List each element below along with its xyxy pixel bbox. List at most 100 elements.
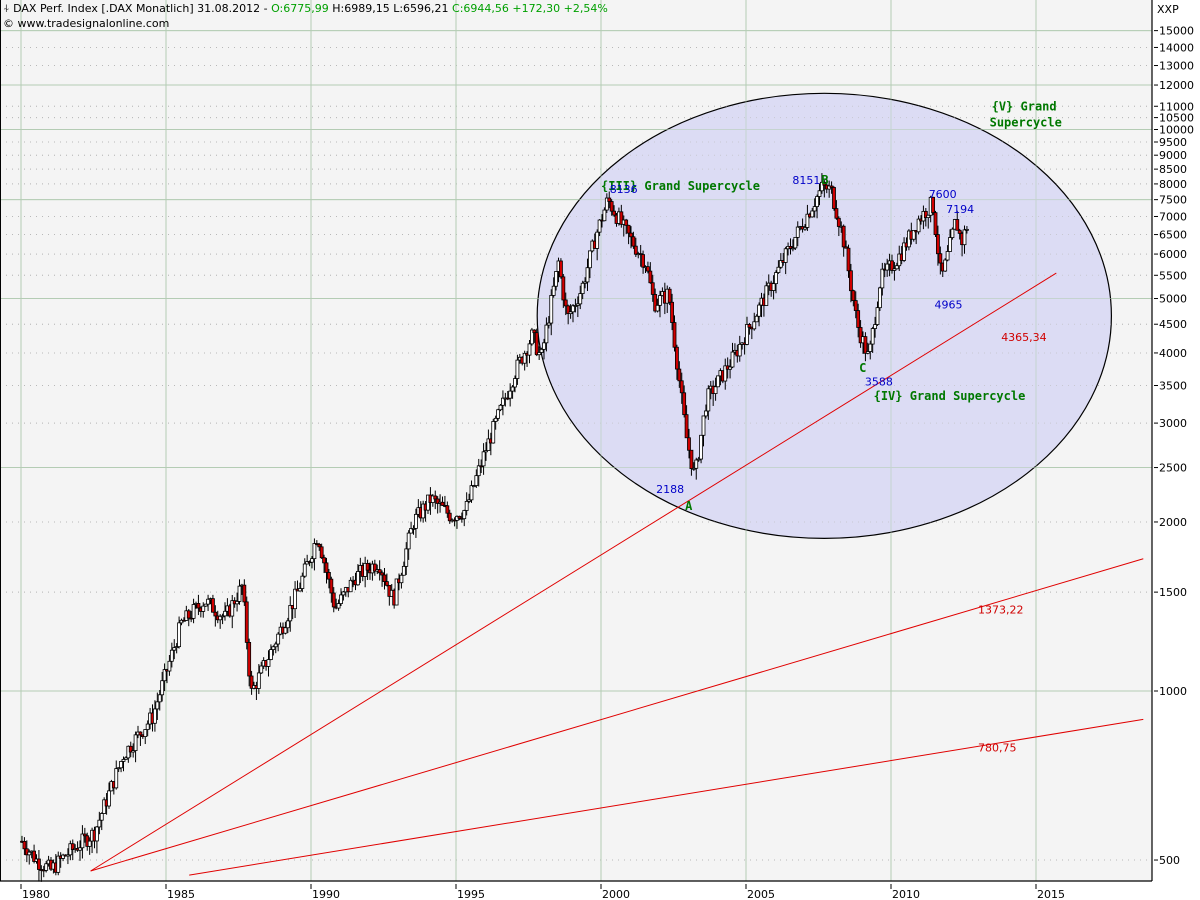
candle-up bbox=[256, 672, 261, 689]
candle-up bbox=[575, 303, 580, 306]
candle-up bbox=[704, 410, 708, 417]
candle-up bbox=[771, 283, 776, 291]
candle-down bbox=[457, 515, 462, 519]
candle-down bbox=[646, 266, 650, 272]
candle-down bbox=[936, 234, 940, 255]
candle-up bbox=[271, 646, 276, 650]
trendline-support-2 bbox=[90, 558, 1144, 872]
y-tick-label: 1000 bbox=[1159, 685, 1187, 698]
candle-down bbox=[372, 563, 377, 572]
candle-up bbox=[696, 458, 701, 461]
candle-down bbox=[380, 572, 384, 576]
candle-up bbox=[817, 190, 822, 197]
candle-up bbox=[870, 328, 875, 345]
candle-up bbox=[774, 272, 778, 285]
time-axis[interactable]: 1980 1985 1990 1995 2000 2005 2010 2015 bbox=[20, 884, 1065, 900]
candle-down bbox=[841, 225, 846, 248]
candle-up bbox=[498, 404, 503, 411]
candle-up bbox=[723, 365, 728, 382]
candle-up bbox=[878, 287, 882, 309]
candle-up bbox=[266, 659, 271, 667]
candle-down bbox=[534, 332, 539, 356]
y-tick-label: 6000 bbox=[1159, 248, 1187, 261]
candle-down bbox=[244, 601, 249, 643]
candle-down bbox=[128, 745, 133, 753]
candle-up bbox=[288, 605, 293, 622]
candle-up bbox=[87, 840, 92, 847]
candle-up bbox=[220, 615, 225, 618]
x-tick-label: 2005 bbox=[747, 888, 775, 900]
candle-up bbox=[356, 571, 360, 586]
wave-label: A bbox=[685, 499, 693, 513]
candle-up bbox=[160, 680, 165, 696]
y-tick-label: 12000 bbox=[1159, 79, 1194, 92]
candle-up bbox=[865, 351, 870, 354]
price-label: 2188 bbox=[656, 483, 684, 496]
trendlines bbox=[90, 272, 1144, 876]
candle-up bbox=[269, 649, 273, 660]
candle-down bbox=[856, 310, 861, 328]
candle-up bbox=[206, 598, 210, 605]
candle-up bbox=[546, 322, 551, 326]
candle-up bbox=[302, 563, 307, 577]
y-tick-label: 5500 bbox=[1159, 269, 1187, 282]
candle-up bbox=[177, 622, 181, 648]
candle-up bbox=[496, 409, 500, 419]
candle-down bbox=[563, 299, 568, 307]
candle-up bbox=[902, 242, 906, 261]
candle-down bbox=[677, 368, 682, 382]
candle-up bbox=[114, 768, 119, 789]
low-value: L:6596,21 bbox=[393, 2, 449, 15]
candle-down bbox=[329, 578, 334, 594]
candle-up bbox=[481, 451, 486, 467]
candle-down bbox=[435, 498, 440, 504]
candle-down bbox=[317, 543, 322, 548]
y-tick-label: 5000 bbox=[1159, 293, 1187, 306]
price-axis[interactable]: 500 1000 1500 2000 2500 3000 3500 4000 4500 5000 5… bbox=[1154, 25, 1194, 867]
y-tick-label: 15000 bbox=[1159, 25, 1194, 38]
candle-down bbox=[851, 290, 856, 301]
x-tick-label: 2000 bbox=[602, 888, 630, 900]
candle-up bbox=[119, 761, 123, 769]
candle-down bbox=[672, 322, 677, 348]
x-tick-label: 2015 bbox=[1037, 888, 1065, 900]
candle-up bbox=[764, 285, 769, 306]
candle-up bbox=[230, 600, 235, 617]
candle-up bbox=[162, 669, 167, 682]
candle-up bbox=[273, 643, 278, 648]
y-tick-label: 3500 bbox=[1159, 380, 1187, 393]
candle-down bbox=[382, 574, 387, 582]
candle-up bbox=[745, 324, 749, 345]
candle-down bbox=[836, 217, 841, 227]
candle-down bbox=[247, 642, 252, 677]
candle-down bbox=[186, 610, 191, 619]
wave-label: Supercycle bbox=[990, 116, 1062, 130]
candle-down bbox=[931, 196, 935, 214]
candlestick-icon: ⍭ bbox=[3, 2, 10, 15]
candle-up bbox=[754, 315, 759, 323]
candle-up bbox=[476, 465, 481, 477]
candle-up bbox=[474, 475, 479, 486]
candle-up bbox=[585, 267, 590, 283]
candle-up bbox=[298, 588, 302, 592]
candle-down bbox=[682, 392, 687, 416]
y-tick-label: 500 bbox=[1159, 854, 1180, 867]
candle-up bbox=[191, 604, 196, 619]
trendline-value-label: 4365,34 bbox=[1001, 331, 1046, 344]
candle-down bbox=[653, 294, 658, 312]
candle-up bbox=[945, 251, 950, 261]
candle-up bbox=[401, 565, 406, 576]
candle-up bbox=[513, 378, 517, 388]
trendline-support-3 bbox=[189, 718, 1144, 876]
candle-up bbox=[276, 633, 281, 645]
candle-up bbox=[484, 450, 488, 453]
candle-up bbox=[406, 532, 411, 550]
candle-up bbox=[157, 694, 162, 703]
candle-down bbox=[211, 598, 215, 613]
candle-up bbox=[522, 352, 527, 364]
candle-up bbox=[542, 342, 546, 350]
candle-up bbox=[167, 660, 172, 672]
candle-up bbox=[462, 510, 467, 520]
x-tick-label: 1995 bbox=[457, 888, 485, 900]
